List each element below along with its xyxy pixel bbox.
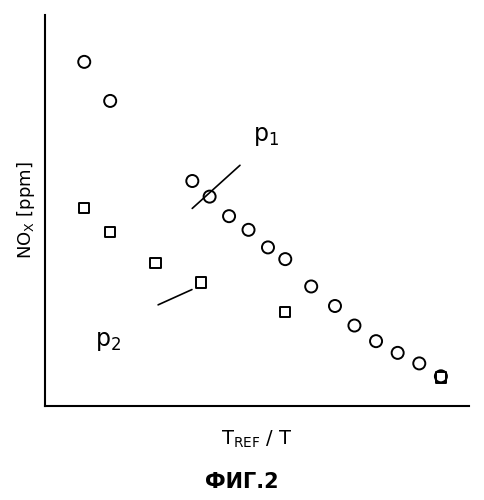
Point — [331, 302, 339, 310]
Point — [372, 337, 380, 345]
Text: p$_1$: p$_1$ — [253, 124, 279, 148]
Point — [437, 372, 445, 380]
Point — [151, 259, 159, 267]
Point — [281, 308, 289, 316]
Point — [415, 360, 423, 368]
Point — [225, 212, 233, 220]
Point — [264, 244, 272, 252]
Point — [206, 192, 213, 200]
Point — [106, 228, 114, 236]
Y-axis label: NO$_{\mathregular{X}}$ [ppm]: NO$_{\mathregular{X}}$ [ppm] — [15, 162, 37, 259]
Point — [188, 177, 196, 185]
Text: ФИГ.2: ФИГ.2 — [205, 472, 279, 492]
Point — [80, 204, 88, 212]
Point — [350, 322, 358, 330]
Point — [244, 226, 252, 234]
Point — [80, 58, 88, 66]
Point — [307, 282, 315, 290]
Point — [394, 349, 402, 357]
Point — [106, 97, 114, 105]
Text: p$_2$: p$_2$ — [95, 330, 121, 353]
Point — [437, 374, 445, 382]
Point — [281, 255, 289, 263]
Text: T$_{\mathregular{REF}}$ / T: T$_{\mathregular{REF}}$ / T — [221, 429, 293, 450]
Point — [197, 278, 205, 286]
